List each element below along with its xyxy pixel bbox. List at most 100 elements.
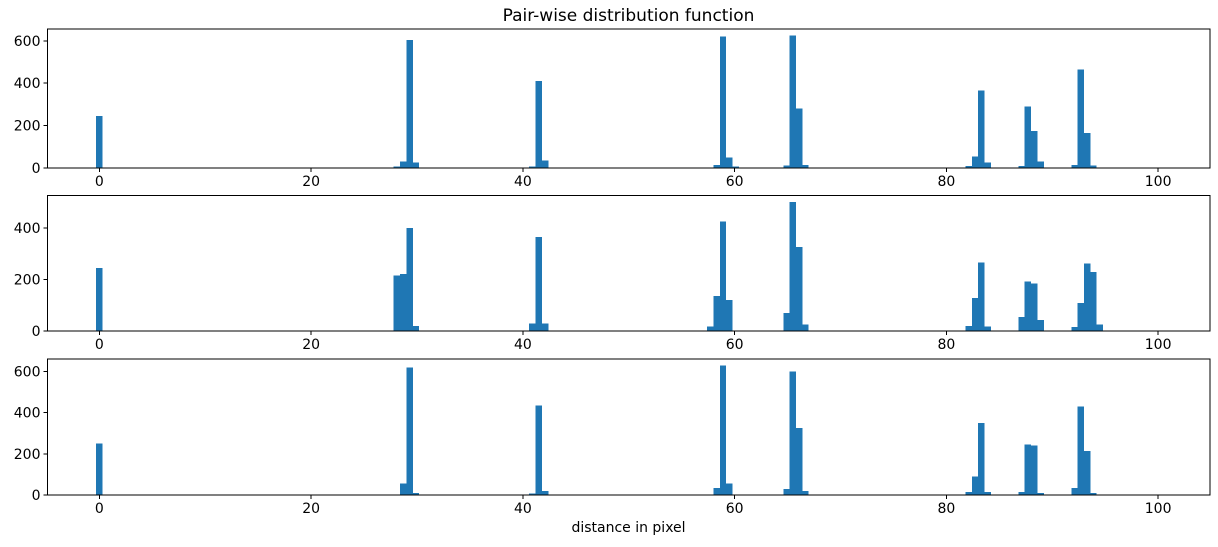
histogram-bar bbox=[96, 116, 103, 168]
histogram-bar bbox=[965, 165, 972, 168]
histogram-bar bbox=[984, 491, 991, 495]
histogram-bar bbox=[1084, 450, 1091, 495]
histogram-bar bbox=[1018, 316, 1025, 331]
x-tick-label: 40 bbox=[514, 337, 532, 353]
histogram-bar bbox=[1084, 263, 1091, 331]
histogram-bar bbox=[1090, 165, 1097, 168]
x-tick-label: 0 bbox=[95, 337, 104, 353]
x-tick-label: 80 bbox=[937, 501, 955, 517]
x-tick-label: 20 bbox=[302, 174, 320, 190]
y-tick-label: 400 bbox=[14, 76, 41, 92]
histogram-bar bbox=[406, 39, 413, 169]
chart-title: Pair-wise distribution function bbox=[502, 6, 755, 26]
histogram-bar bbox=[971, 297, 979, 331]
y-tick-label: 200 bbox=[14, 447, 41, 463]
histogram-bar bbox=[984, 162, 991, 168]
x-tick-label: 80 bbox=[937, 174, 955, 190]
subplot-frame bbox=[47, 195, 1211, 332]
histogram-bar bbox=[978, 262, 985, 331]
histogram-bar bbox=[412, 325, 420, 331]
y-tick-label: 0 bbox=[32, 488, 41, 504]
histogram-bar bbox=[1037, 161, 1044, 168]
histogram-bar bbox=[719, 365, 727, 495]
histogram-bar bbox=[541, 160, 549, 168]
histogram-bar bbox=[406, 367, 413, 495]
histogram-bar bbox=[978, 422, 985, 495]
histogram-bar bbox=[400, 274, 407, 331]
histogram-bar bbox=[96, 267, 103, 331]
y-tick-label: 0 bbox=[32, 161, 41, 177]
histogram-bar bbox=[965, 491, 972, 495]
histogram-bar bbox=[412, 492, 420, 495]
x-tick-label: 60 bbox=[726, 501, 744, 517]
histogram-bar bbox=[965, 325, 972, 331]
histogram-bar bbox=[393, 166, 401, 168]
x-tick-label: 80 bbox=[937, 337, 955, 353]
histogram-bar bbox=[971, 156, 979, 168]
x-tick-label: 20 bbox=[302, 501, 320, 517]
histogram-bar bbox=[802, 164, 809, 168]
histogram-bar bbox=[535, 405, 542, 495]
histogram-bar bbox=[713, 164, 720, 168]
histogram-bar bbox=[1024, 281, 1032, 331]
y-tick-label: 200 bbox=[14, 272, 41, 288]
y-tick-label: 600 bbox=[14, 34, 41, 50]
x-tick-label: 100 bbox=[1145, 174, 1172, 190]
histogram-bar bbox=[1031, 445, 1038, 495]
histogram-bar bbox=[529, 493, 536, 495]
histogram-bar bbox=[796, 108, 803, 168]
histogram-bar bbox=[789, 201, 797, 331]
histogram-bar bbox=[1077, 69, 1085, 168]
histogram-bar bbox=[713, 296, 720, 331]
histogram-bar bbox=[96, 443, 103, 495]
histogram-bar bbox=[541, 323, 549, 331]
histogram-bar bbox=[1037, 492, 1044, 495]
x-tick-label: 0 bbox=[95, 174, 104, 190]
histogram-bar bbox=[400, 483, 407, 495]
histogram-bar bbox=[1071, 487, 1078, 495]
x-tick-label: 40 bbox=[514, 174, 532, 190]
x-tick-label: 60 bbox=[726, 174, 744, 190]
histogram-bar bbox=[726, 483, 733, 495]
histogram-bar bbox=[393, 275, 401, 331]
subplot-frame bbox=[47, 358, 1211, 496]
histogram-bar bbox=[1024, 106, 1032, 168]
histogram-bar bbox=[529, 323, 536, 331]
histogram-bar bbox=[719, 221, 727, 331]
histogram-bar bbox=[1077, 406, 1085, 495]
histogram-bar bbox=[1090, 492, 1097, 495]
histogram-bar bbox=[406, 227, 413, 331]
y-tick-label: 400 bbox=[14, 406, 41, 422]
y-tick-label: 0 bbox=[32, 324, 41, 340]
y-tick-label: 600 bbox=[14, 365, 41, 381]
histogram-bar bbox=[783, 488, 790, 495]
histogram-bar bbox=[1031, 283, 1038, 331]
x-axis-label: distance in pixel bbox=[571, 520, 686, 536]
histogram-bar bbox=[726, 157, 733, 168]
histogram-bar bbox=[789, 371, 797, 495]
histogram-bar bbox=[783, 165, 790, 168]
histogram-bar bbox=[802, 490, 809, 495]
histogram-bar bbox=[984, 326, 991, 331]
subplot-frame bbox=[47, 28, 1211, 169]
histogram-bar bbox=[978, 90, 985, 168]
x-tick-label: 100 bbox=[1145, 501, 1172, 517]
x-tick-label: 0 bbox=[95, 501, 104, 517]
histogram-bar bbox=[1077, 303, 1085, 331]
histogram-bar bbox=[1024, 444, 1032, 495]
histogram-bar bbox=[707, 326, 714, 331]
histogram-bar bbox=[732, 166, 739, 168]
histogram-bar bbox=[719, 36, 727, 168]
histogram-bar bbox=[796, 428, 803, 495]
histogram-bar bbox=[802, 324, 809, 331]
x-tick-label: 40 bbox=[514, 501, 532, 517]
histogram-bar bbox=[1037, 320, 1044, 331]
histogram-bar bbox=[400, 161, 407, 168]
x-tick-label: 60 bbox=[726, 337, 744, 353]
x-tick-label: 100 bbox=[1145, 337, 1172, 353]
histogram-bar bbox=[713, 487, 720, 495]
histogram-bar bbox=[1071, 164, 1078, 168]
histogram-bar bbox=[535, 81, 542, 169]
